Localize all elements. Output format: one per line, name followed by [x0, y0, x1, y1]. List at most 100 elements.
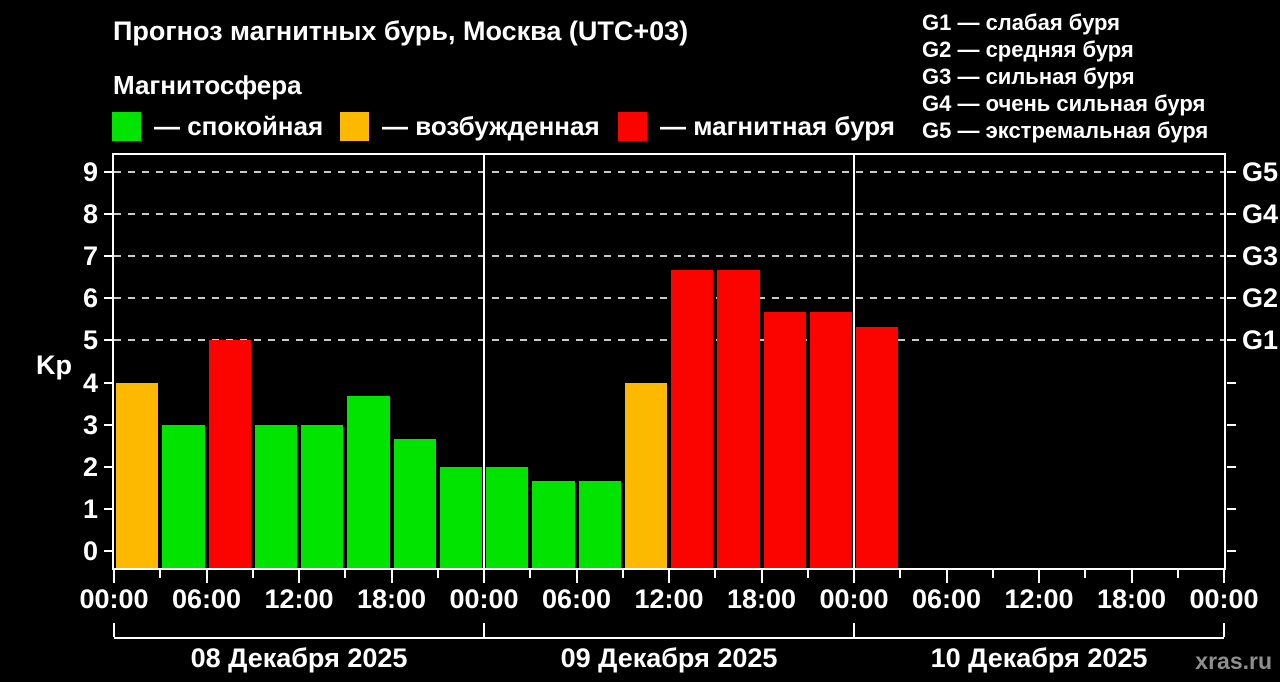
x-axis-tick	[668, 570, 670, 583]
right-axis-tick	[1227, 213, 1236, 215]
kp-bar	[486, 466, 529, 568]
date-bracket-tick	[1223, 623, 1225, 637]
legend-label: — возбужденная	[382, 111, 600, 141]
storm-scale-item: G3 — сильная буря	[922, 64, 1135, 89]
x-axis-tick	[436, 570, 439, 578]
right-axis-tick	[1227, 297, 1236, 300]
storm-scale-item: G4 — очень сильная буря	[922, 91, 1206, 116]
kp-bar	[763, 312, 806, 568]
x-axis-label: 18:00	[1096, 584, 1167, 614]
legend-item: — спокойная	[112, 111, 323, 141]
kp-bar	[208, 340, 251, 568]
g-level-label: G1	[1242, 325, 1279, 356]
y-axis-label: 9	[82, 156, 98, 187]
x-axis-tick	[621, 570, 624, 578]
date-bracket-tick	[853, 623, 855, 637]
plot-area	[114, 155, 1224, 568]
x-axis-tick	[344, 570, 347, 578]
right-axis-tick	[1227, 170, 1236, 173]
y-axis-label: 8	[82, 199, 98, 229]
x-axis-tick	[298, 570, 300, 583]
x-axis-tick	[945, 570, 948, 583]
x-axis-tick	[575, 570, 578, 583]
y-axis-tick	[104, 381, 113, 384]
right-axis-tick	[1227, 508, 1236, 510]
right-axis-tick	[1227, 465, 1236, 468]
y-axis-label: 6	[82, 283, 98, 314]
x-axis-tick	[714, 570, 717, 578]
grid-line-kp5	[114, 339, 1224, 342]
x-axis-tick	[529, 570, 532, 578]
g-level-label: G5	[1242, 156, 1279, 187]
x-axis-label: 12:00	[264, 584, 334, 614]
x-axis-tick	[899, 570, 902, 578]
excited-color-swatch	[340, 111, 369, 141]
y-axis-label: 5	[82, 325, 98, 356]
date-bracket-tick	[483, 623, 485, 637]
kp-bar	[856, 326, 899, 568]
legend-item: — магнитная буря	[618, 111, 895, 141]
x-axis-tick	[113, 570, 115, 583]
legend-label: — спокойная	[154, 111, 324, 141]
x-axis-tick	[1223, 570, 1225, 583]
kp-bar	[116, 382, 159, 568]
x-axis-tick	[159, 570, 162, 578]
x-axis-label: 06:00	[171, 584, 242, 614]
x-axis-label: 00:00	[79, 584, 149, 614]
storm-color-swatch	[618, 111, 647, 141]
date-bracket-line	[114, 637, 1224, 639]
x-axis-tick	[390, 570, 393, 583]
kp-bar	[671, 270, 714, 568]
x-axis-tick	[205, 570, 208, 583]
quiet-color-swatch	[112, 111, 141, 141]
y-axis-label: 3	[82, 409, 98, 440]
y-axis-tick	[104, 213, 113, 215]
y-axis-label: 1	[82, 494, 98, 524]
y-axis-tick	[104, 508, 113, 510]
y-axis-tick	[104, 339, 113, 342]
date-label: 09 Декабря 2025	[560, 643, 778, 673]
y-axis-tick	[104, 297, 113, 300]
x-axis-label: 00:00	[449, 584, 519, 614]
y-axis-label: 2	[82, 451, 98, 482]
grid-line-kp8	[114, 213, 1224, 215]
x-axis-tick	[853, 570, 855, 583]
y-axis-label: 0	[82, 536, 98, 567]
day-separator	[853, 155, 855, 568]
kp-bar	[624, 382, 667, 568]
y-axis-tick	[104, 170, 113, 173]
date-bracket-tick	[113, 623, 115, 637]
kp-bar	[809, 312, 852, 568]
x-axis-tick	[760, 570, 763, 583]
g-level-label: G4	[1242, 199, 1279, 229]
legend-label: — магнитная буря	[660, 111, 895, 141]
date-label: 10 Декабря 2025	[930, 643, 1148, 673]
kp-bar	[532, 480, 575, 568]
x-axis-label: 12:00	[1004, 584, 1074, 614]
right-axis-tick	[1227, 550, 1236, 553]
kp-bar	[439, 466, 482, 568]
kp-bar	[254, 424, 297, 568]
g-level-label: G2	[1242, 283, 1279, 314]
kp-bar	[347, 396, 390, 568]
day-separator	[483, 155, 485, 568]
right-axis-tick	[1227, 423, 1236, 426]
y-axis-tick	[104, 255, 113, 258]
right-axis-tick	[1227, 339, 1236, 342]
x-axis-label: 12:00	[634, 584, 704, 614]
x-axis-label: 06:00	[911, 584, 982, 614]
legend-item: — возбужденная	[340, 111, 600, 141]
storm-scale-item: G2 — средняя буря	[922, 37, 1134, 62]
plot-frame	[112, 153, 1226, 570]
kp-bar	[301, 424, 344, 568]
y-axis-tick	[104, 550, 113, 553]
x-axis-tick	[1130, 570, 1133, 583]
g-level-label: G3	[1242, 241, 1279, 272]
x-axis-label: 00:00	[1189, 584, 1259, 614]
x-axis-tick	[251, 570, 254, 578]
kp-bar	[717, 270, 760, 568]
y-axis-tick	[104, 465, 113, 468]
watermark: xras.ru	[1195, 648, 1272, 674]
x-axis-tick	[806, 570, 809, 578]
